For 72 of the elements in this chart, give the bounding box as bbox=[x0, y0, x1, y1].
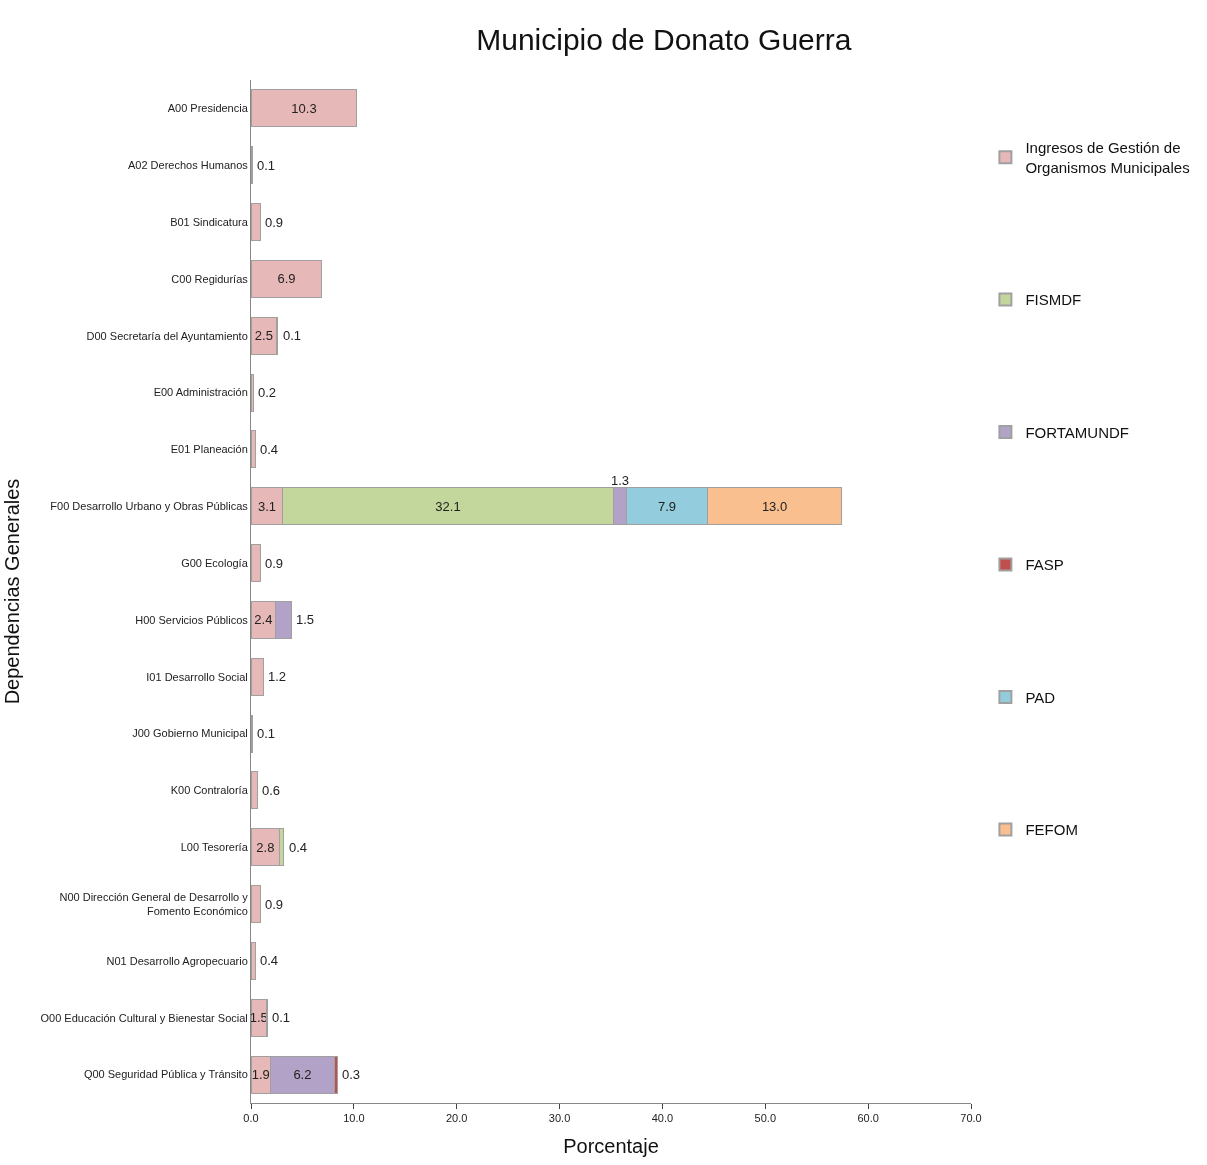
y-tick-label: E00 Administración bbox=[153, 386, 248, 399]
data-label: 2.4 bbox=[254, 612, 273, 628]
x-tick-label: 70.0 bbox=[960, 1112, 982, 1125]
y-axis-title: Dependencias Generales bbox=[1, 478, 24, 705]
data-label: 0.4 bbox=[289, 840, 308, 855]
data-label: 6.2 bbox=[293, 1067, 312, 1083]
data-label: 6.9 bbox=[277, 271, 296, 287]
data-label: 0.9 bbox=[265, 215, 284, 230]
y-tick-label: A00 Presidencia bbox=[167, 102, 249, 115]
y-tick-label: N00 Dirección General de Desarrollo y Fomento Económico bbox=[59, 890, 249, 918]
data-label: 1.3 bbox=[611, 473, 630, 488]
data-label: 13.0 bbox=[761, 498, 788, 514]
data-label: 7.9 bbox=[658, 498, 677, 514]
y-tick-label: N01 Desarrollo Agropecuario bbox=[106, 954, 248, 967]
bar bbox=[251, 885, 261, 924]
legend-label: PAD bbox=[1025, 688, 1056, 706]
data-label: 0.9 bbox=[265, 556, 284, 571]
x-tick-label: 30.0 bbox=[548, 1112, 571, 1125]
x-axis-title: Porcentaje bbox=[563, 1134, 659, 1157]
y-tick-label: K00 Contraloría bbox=[170, 784, 249, 797]
bar bbox=[251, 771, 258, 810]
bar bbox=[251, 657, 264, 696]
y-tick-label: I01 Desarrollo Social bbox=[146, 670, 248, 683]
data-label: 0.1 bbox=[257, 158, 276, 173]
data-label: 2.5 bbox=[254, 328, 273, 344]
legend-label: FASP bbox=[1025, 556, 1064, 574]
data-label: 1.5 bbox=[296, 612, 315, 627]
y-tick-label: C00 Regidurías bbox=[171, 272, 249, 285]
bar bbox=[251, 259, 323, 298]
legend-label: FEFOM bbox=[1025, 821, 1078, 839]
y-tick-label: E01 Planeación bbox=[170, 443, 248, 456]
y-tick-label: J00 Gobierno Municipal bbox=[132, 727, 248, 740]
x-tick-label: 0.0 bbox=[243, 1112, 259, 1125]
x-tick-label: 50.0 bbox=[754, 1112, 776, 1125]
data-label: 3.1 bbox=[257, 498, 276, 514]
y-tick-label: D00 Secretaría del Ayuntamiento bbox=[86, 329, 248, 342]
data-label: 0.6 bbox=[262, 783, 281, 798]
data-label: 1.2 bbox=[268, 669, 287, 684]
y-tick-label: B01 Sindicatura bbox=[170, 215, 249, 228]
data-label: 0.1 bbox=[283, 328, 302, 343]
data-label: 0.9 bbox=[265, 897, 284, 912]
data-label: 0.4 bbox=[260, 953, 279, 968]
data-label: 0.2 bbox=[258, 385, 277, 400]
data-label: 0.4 bbox=[260, 442, 279, 457]
bar bbox=[251, 544, 261, 583]
bar bbox=[251, 941, 256, 980]
y-tick-label: A02 Derechos Humanos bbox=[127, 159, 249, 172]
data-label: 0.3 bbox=[342, 1067, 361, 1082]
y-tick-label: F00 Desarrollo Urbano y Obras Públicas bbox=[50, 500, 249, 513]
bar bbox=[251, 203, 261, 242]
data-label: 10.3 bbox=[291, 100, 317, 116]
data-label: 2.8 bbox=[256, 839, 275, 855]
y-tick-label: H00 Servicios Públicos bbox=[135, 613, 249, 626]
bar bbox=[251, 430, 256, 469]
y-tick-label: G00 Ecología bbox=[181, 556, 249, 569]
chart-title: Municipio de Donato Guerra bbox=[476, 23, 852, 57]
bar bbox=[251, 89, 358, 128]
legend-label: FISMDF bbox=[1025, 291, 1082, 309]
x-tick-label: 60.0 bbox=[857, 1112, 879, 1125]
bar bbox=[251, 373, 254, 412]
data-label: 0.1 bbox=[257, 726, 276, 741]
data-label: 32.1 bbox=[435, 498, 461, 514]
data-label: 1.9 bbox=[251, 1067, 270, 1083]
legend-label: Ingresos de Gestión de Organismos Municipales bbox=[1025, 139, 1190, 176]
y-tick-label: O00 Educación Cultural y Bienestar Social bbox=[40, 1011, 248, 1024]
x-tick-label: 40.0 bbox=[651, 1112, 674, 1125]
data-label: 0.1 bbox=[272, 1010, 291, 1025]
y-tick-label: Q00 Seguridad Pública y Tránsito bbox=[83, 1068, 248, 1081]
y-tick-label: L00 Tesorería bbox=[180, 841, 249, 854]
legend-label: FORTAMUNDF bbox=[1025, 423, 1130, 441]
x-tick-label: 10.0 bbox=[343, 1112, 365, 1125]
x-tick-label: 20.0 bbox=[446, 1112, 468, 1125]
